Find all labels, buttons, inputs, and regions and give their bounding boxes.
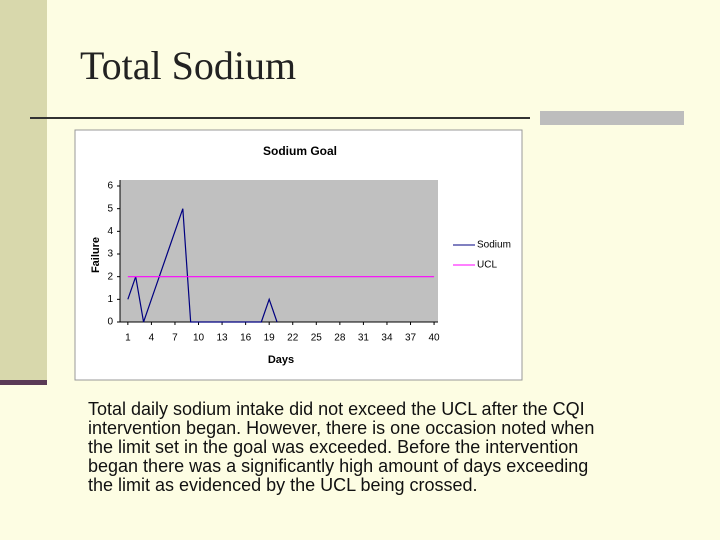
x-tick-label: 1 bbox=[125, 333, 131, 344]
chart-title: Sodium Goal bbox=[263, 144, 337, 158]
x-tick-label: 10 bbox=[193, 333, 205, 344]
slide-title: Total Sodium bbox=[80, 43, 296, 88]
x-tick-label: 19 bbox=[264, 333, 276, 344]
body-line: began there was a significantly high amo… bbox=[88, 456, 588, 476]
x-tick-label: 34 bbox=[381, 333, 393, 344]
y-tick-label: 5 bbox=[107, 203, 113, 214]
x-tick-label: 22 bbox=[287, 333, 299, 344]
x-tick-label: 4 bbox=[149, 333, 155, 344]
body-line: the limit as evidenced by the UCL being … bbox=[88, 475, 478, 495]
x-tick-label: 16 bbox=[240, 333, 252, 344]
x-tick-label: 25 bbox=[311, 333, 323, 344]
y-tick-label: 0 bbox=[107, 317, 113, 328]
y-tick-label: 6 bbox=[107, 181, 113, 192]
y-tick-label: 3 bbox=[107, 249, 113, 260]
x-axis-label: Days bbox=[268, 354, 294, 366]
plot-area bbox=[120, 180, 438, 322]
body-line: Total daily sodium intake did not exceed… bbox=[88, 399, 585, 419]
y-axis-label: Failure bbox=[90, 237, 102, 273]
side-strip bbox=[0, 0, 47, 383]
x-tick-label: 37 bbox=[405, 333, 417, 344]
body-line: intervention began. However, there is on… bbox=[88, 418, 594, 438]
x-tick-label: 40 bbox=[429, 333, 441, 344]
x-tick-label: 7 bbox=[172, 333, 178, 344]
rule-block bbox=[540, 111, 684, 125]
series-line bbox=[127, 208, 278, 323]
body-line: the limit set in the goal was exceeded. … bbox=[88, 437, 578, 457]
y-tick-label: 2 bbox=[107, 271, 113, 282]
legend-label: Sodium bbox=[477, 240, 511, 251]
y-tick-label: 4 bbox=[107, 226, 113, 237]
x-tick-label: 28 bbox=[334, 333, 346, 344]
y-tick-label: 1 bbox=[107, 294, 113, 305]
legend-label: UCL bbox=[477, 260, 497, 271]
side-bar bbox=[0, 380, 47, 385]
x-tick-label: 31 bbox=[358, 333, 370, 344]
x-tick-label: 13 bbox=[217, 333, 229, 344]
